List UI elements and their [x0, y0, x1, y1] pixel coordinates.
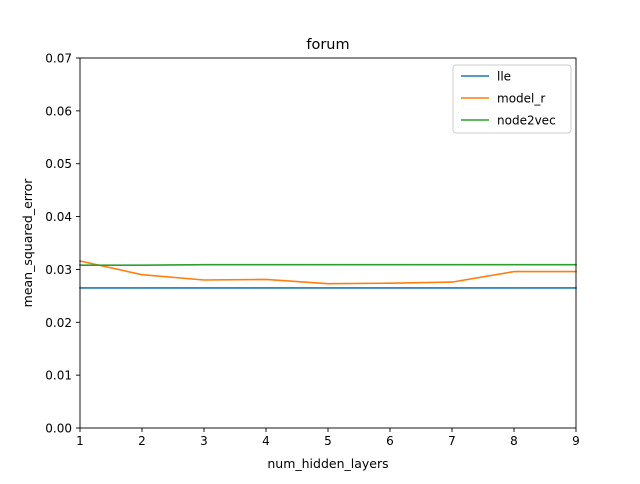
y-tick-label: 0.03: [45, 263, 72, 277]
x-tick-label: 8: [510, 434, 518, 448]
axes-layer: 1 2 3 4 5 6 7 8 9 0.00 0.01 0.02 0.03 0.04 0.05 0.06 0.0…: [45, 52, 580, 449]
legend-label: node2vec: [497, 114, 556, 128]
y-axis-label: mean_squared_error: [20, 178, 35, 308]
series-layer: [79, 260, 577, 289]
x-tick-label: 9: [572, 434, 580, 448]
y-tick-label: 0.05: [45, 157, 72, 171]
x-tick-label: 7: [448, 434, 456, 448]
series-line-node2vec: [79, 263, 577, 267]
legend-label: model_r: [497, 92, 545, 106]
y-tick-label: 0.02: [45, 316, 72, 330]
series-line-model-r: [79, 260, 577, 285]
x-axis-label: num_hidden_layers: [267, 456, 388, 471]
x-tick-label: 1: [76, 434, 84, 448]
x-tick-label: 3: [200, 434, 208, 448]
x-tick-label: 6: [386, 434, 394, 448]
x-tick-label: 4: [262, 434, 270, 448]
y-tick-label: 0.01: [45, 369, 72, 383]
y-tick-label: 0.00: [45, 422, 72, 436]
chart-title: forum: [306, 37, 349, 53]
y-tick-label: 0.04: [45, 210, 72, 224]
legend: lle model_r node2vec: [452, 64, 572, 134]
y-tick-label: 0.06: [45, 104, 72, 118]
y-tick-label: 0.07: [45, 52, 72, 66]
x-tick-label: 5: [324, 434, 332, 448]
legend-label: lle: [497, 70, 511, 84]
x-tick-label: 2: [138, 434, 146, 448]
legend-box: [452, 64, 572, 134]
